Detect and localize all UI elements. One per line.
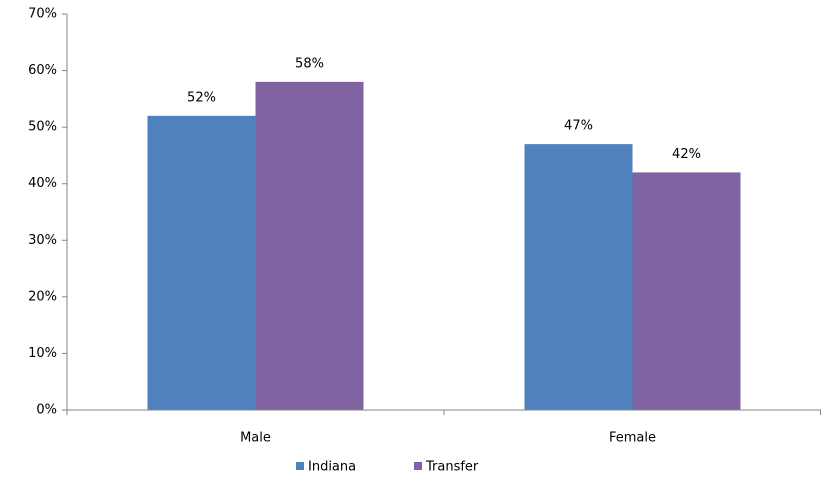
data-label: 47%: [564, 119, 593, 134]
bar: [632, 172, 741, 410]
bar: [524, 144, 633, 410]
y-tick-label: 60%: [28, 63, 57, 78]
y-tick-label: 10%: [28, 346, 57, 361]
legend-label: Indiana: [308, 460, 356, 475]
data-label: 52%: [187, 90, 216, 105]
x-tick-label: Male: [240, 431, 271, 446]
data-label: 58%: [295, 56, 324, 71]
data-label: 42%: [672, 147, 701, 162]
y-tick-label: 20%: [28, 289, 57, 304]
legend-label: Transfer: [425, 460, 479, 475]
bar: [147, 115, 256, 410]
y-tick-label: 40%: [28, 176, 57, 191]
x-tick-label: Female: [609, 431, 656, 446]
y-tick-label: 0%: [36, 403, 57, 418]
legend-swatch: [296, 462, 304, 470]
legend-swatch: [414, 462, 422, 470]
y-tick-label: 70%: [28, 7, 57, 22]
bar: [255, 81, 364, 410]
y-tick-label: 30%: [28, 233, 57, 248]
y-tick-label: 50%: [28, 120, 57, 135]
